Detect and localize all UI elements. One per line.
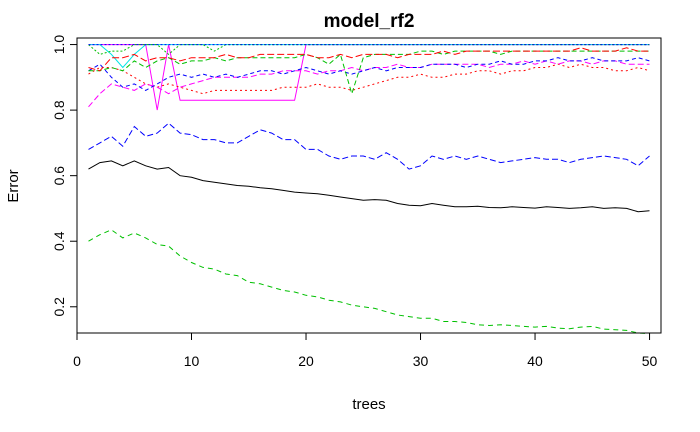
series-line-6 — [88, 63, 650, 95]
series-line-9 — [88, 50, 650, 96]
x-tick-label: 0 — [73, 353, 81, 369]
x-tick-label: 50 — [642, 353, 658, 369]
y-tick-label: 0.8 — [51, 100, 67, 120]
series-line-3 — [88, 229, 650, 335]
y-tick-label: 0.4 — [51, 231, 67, 251]
x-tick-label: 40 — [527, 353, 543, 369]
x-tick-label: 10 — [184, 353, 200, 369]
y-tick-label: 0.2 — [51, 297, 67, 317]
y-axis-label: Error — [5, 169, 22, 202]
y-tick-label: 0.6 — [51, 166, 67, 186]
chart-title: model_rf2 — [324, 11, 415, 32]
plot-frame — [76, 37, 662, 334]
series-layer — [88, 44, 650, 335]
series-line-10 — [88, 47, 650, 72]
x-axis-label: trees — [352, 396, 385, 413]
x-tick-label: 20 — [298, 353, 314, 369]
y-axis: 0.2 0.4 0.6 0.8 1.0 — [51, 35, 78, 317]
series-line-1 — [88, 160, 650, 213]
series-line-7 — [88, 60, 650, 108]
x-axis: 0 10 20 30 40 50 — [73, 332, 658, 369]
x-tick-label: 30 — [413, 353, 429, 369]
y-tick-label: 1.0 — [51, 35, 67, 55]
series-line-11 — [88, 44, 650, 56]
series-line-2 — [88, 122, 650, 170]
